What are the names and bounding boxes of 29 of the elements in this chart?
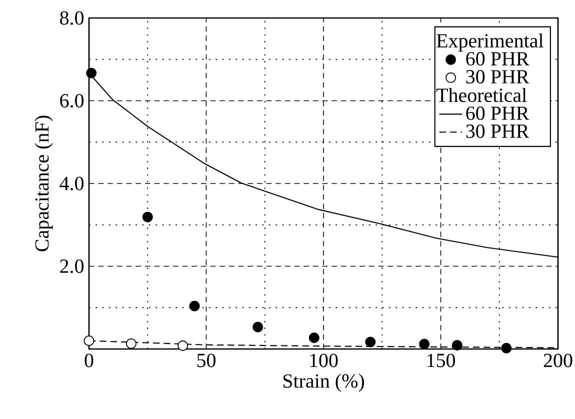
legend-label: 60 PHR (466, 106, 530, 120)
y-tick-label: 6.0 (60, 94, 84, 108)
point (308, 332, 320, 344)
point (142, 212, 153, 222)
point (452, 340, 462, 351)
x-axis-title: Strain (%) (283, 374, 364, 392)
x-tick-label: 150 (428, 354, 455, 368)
point (252, 322, 264, 332)
x-tick-label: 200 (544, 354, 572, 368)
point (126, 338, 136, 349)
point (178, 340, 188, 351)
legend-label: 60 PHR (466, 52, 530, 66)
legend-label: 30 PHR (466, 70, 530, 84)
point (501, 342, 512, 354)
y-tick-label: 2.0 (60, 259, 84, 274)
annotation: Theoretical (436, 88, 527, 102)
y-tick-label: 4.0 (60, 176, 84, 190)
point (365, 336, 376, 348)
annotation: Experimental (436, 34, 544, 52)
y-axis-title: Capacitance (nF) (34, 116, 53, 252)
y-tick-label: 8.0 (60, 11, 84, 25)
x-tick-label: 50 (197, 354, 216, 368)
legend-label: 30 PHR (466, 124, 530, 138)
point (86, 68, 97, 78)
point (189, 300, 200, 312)
x-tick-label: 100 (310, 354, 338, 368)
x-tick-label: 0 (84, 354, 94, 368)
point (419, 338, 430, 350)
point (84, 335, 94, 346)
